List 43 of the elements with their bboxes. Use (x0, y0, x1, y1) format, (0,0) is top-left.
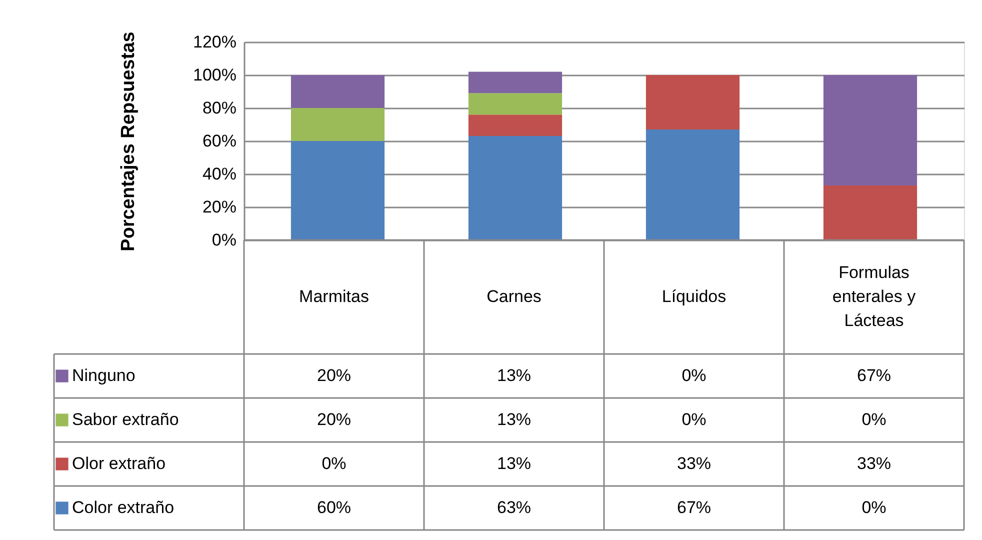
bar (468, 114, 562, 136)
y-tick-label: 0% (212, 230, 236, 250)
x-tick-label: Líquidos (662, 287, 726, 306)
data-label: 0% (862, 498, 886, 517)
data-label: 33% (856, 454, 892, 473)
bar (646, 75, 740, 130)
bar (468, 72, 562, 94)
legend-label: Ninguno (72, 366, 136, 385)
data-label: 0% (862, 410, 886, 429)
x-tick-label: Marmitas (299, 287, 369, 306)
data-label: 67% (856, 366, 892, 385)
bar (468, 136, 562, 240)
bar (823, 75, 918, 186)
y-tick-label: 60% (202, 132, 236, 150)
data-label: 20% (316, 366, 352, 385)
y-tick-label: 20% (202, 198, 236, 216)
data-label: 13% (496, 410, 532, 429)
data-label: 13% (496, 366, 532, 385)
data-label: 20% (316, 410, 352, 429)
legend-label: Color extraño (72, 498, 174, 517)
data-label: 0% (322, 454, 346, 473)
bar (290, 108, 385, 141)
x-tick-label: Formulas enterales y Lácteas (832, 263, 916, 330)
bar (646, 129, 740, 240)
legend-label: Olor extraño (72, 454, 166, 473)
y-tick-label: 120% (193, 32, 236, 52)
bar (468, 93, 562, 115)
bar (290, 75, 385, 108)
data-label: 60% (316, 498, 352, 517)
data-label: 0% (682, 366, 706, 385)
data-label: 13% (496, 454, 532, 473)
data-label: 33% (676, 454, 712, 473)
y-axis-title: Porcentajes Repsuestas (118, 32, 140, 252)
x-tick-label: Carnes (486, 287, 542, 306)
y-tick-label: 40% (202, 164, 236, 184)
legend-label: Sabor extraño (72, 410, 179, 429)
bar (290, 141, 385, 240)
y-tick-label: 80% (202, 98, 236, 118)
bar (823, 186, 918, 240)
data-label: 0% (682, 410, 706, 429)
y-tick-label: 100% (193, 66, 236, 84)
data-label: 67% (676, 498, 712, 517)
data-label: 63% (496, 498, 532, 517)
